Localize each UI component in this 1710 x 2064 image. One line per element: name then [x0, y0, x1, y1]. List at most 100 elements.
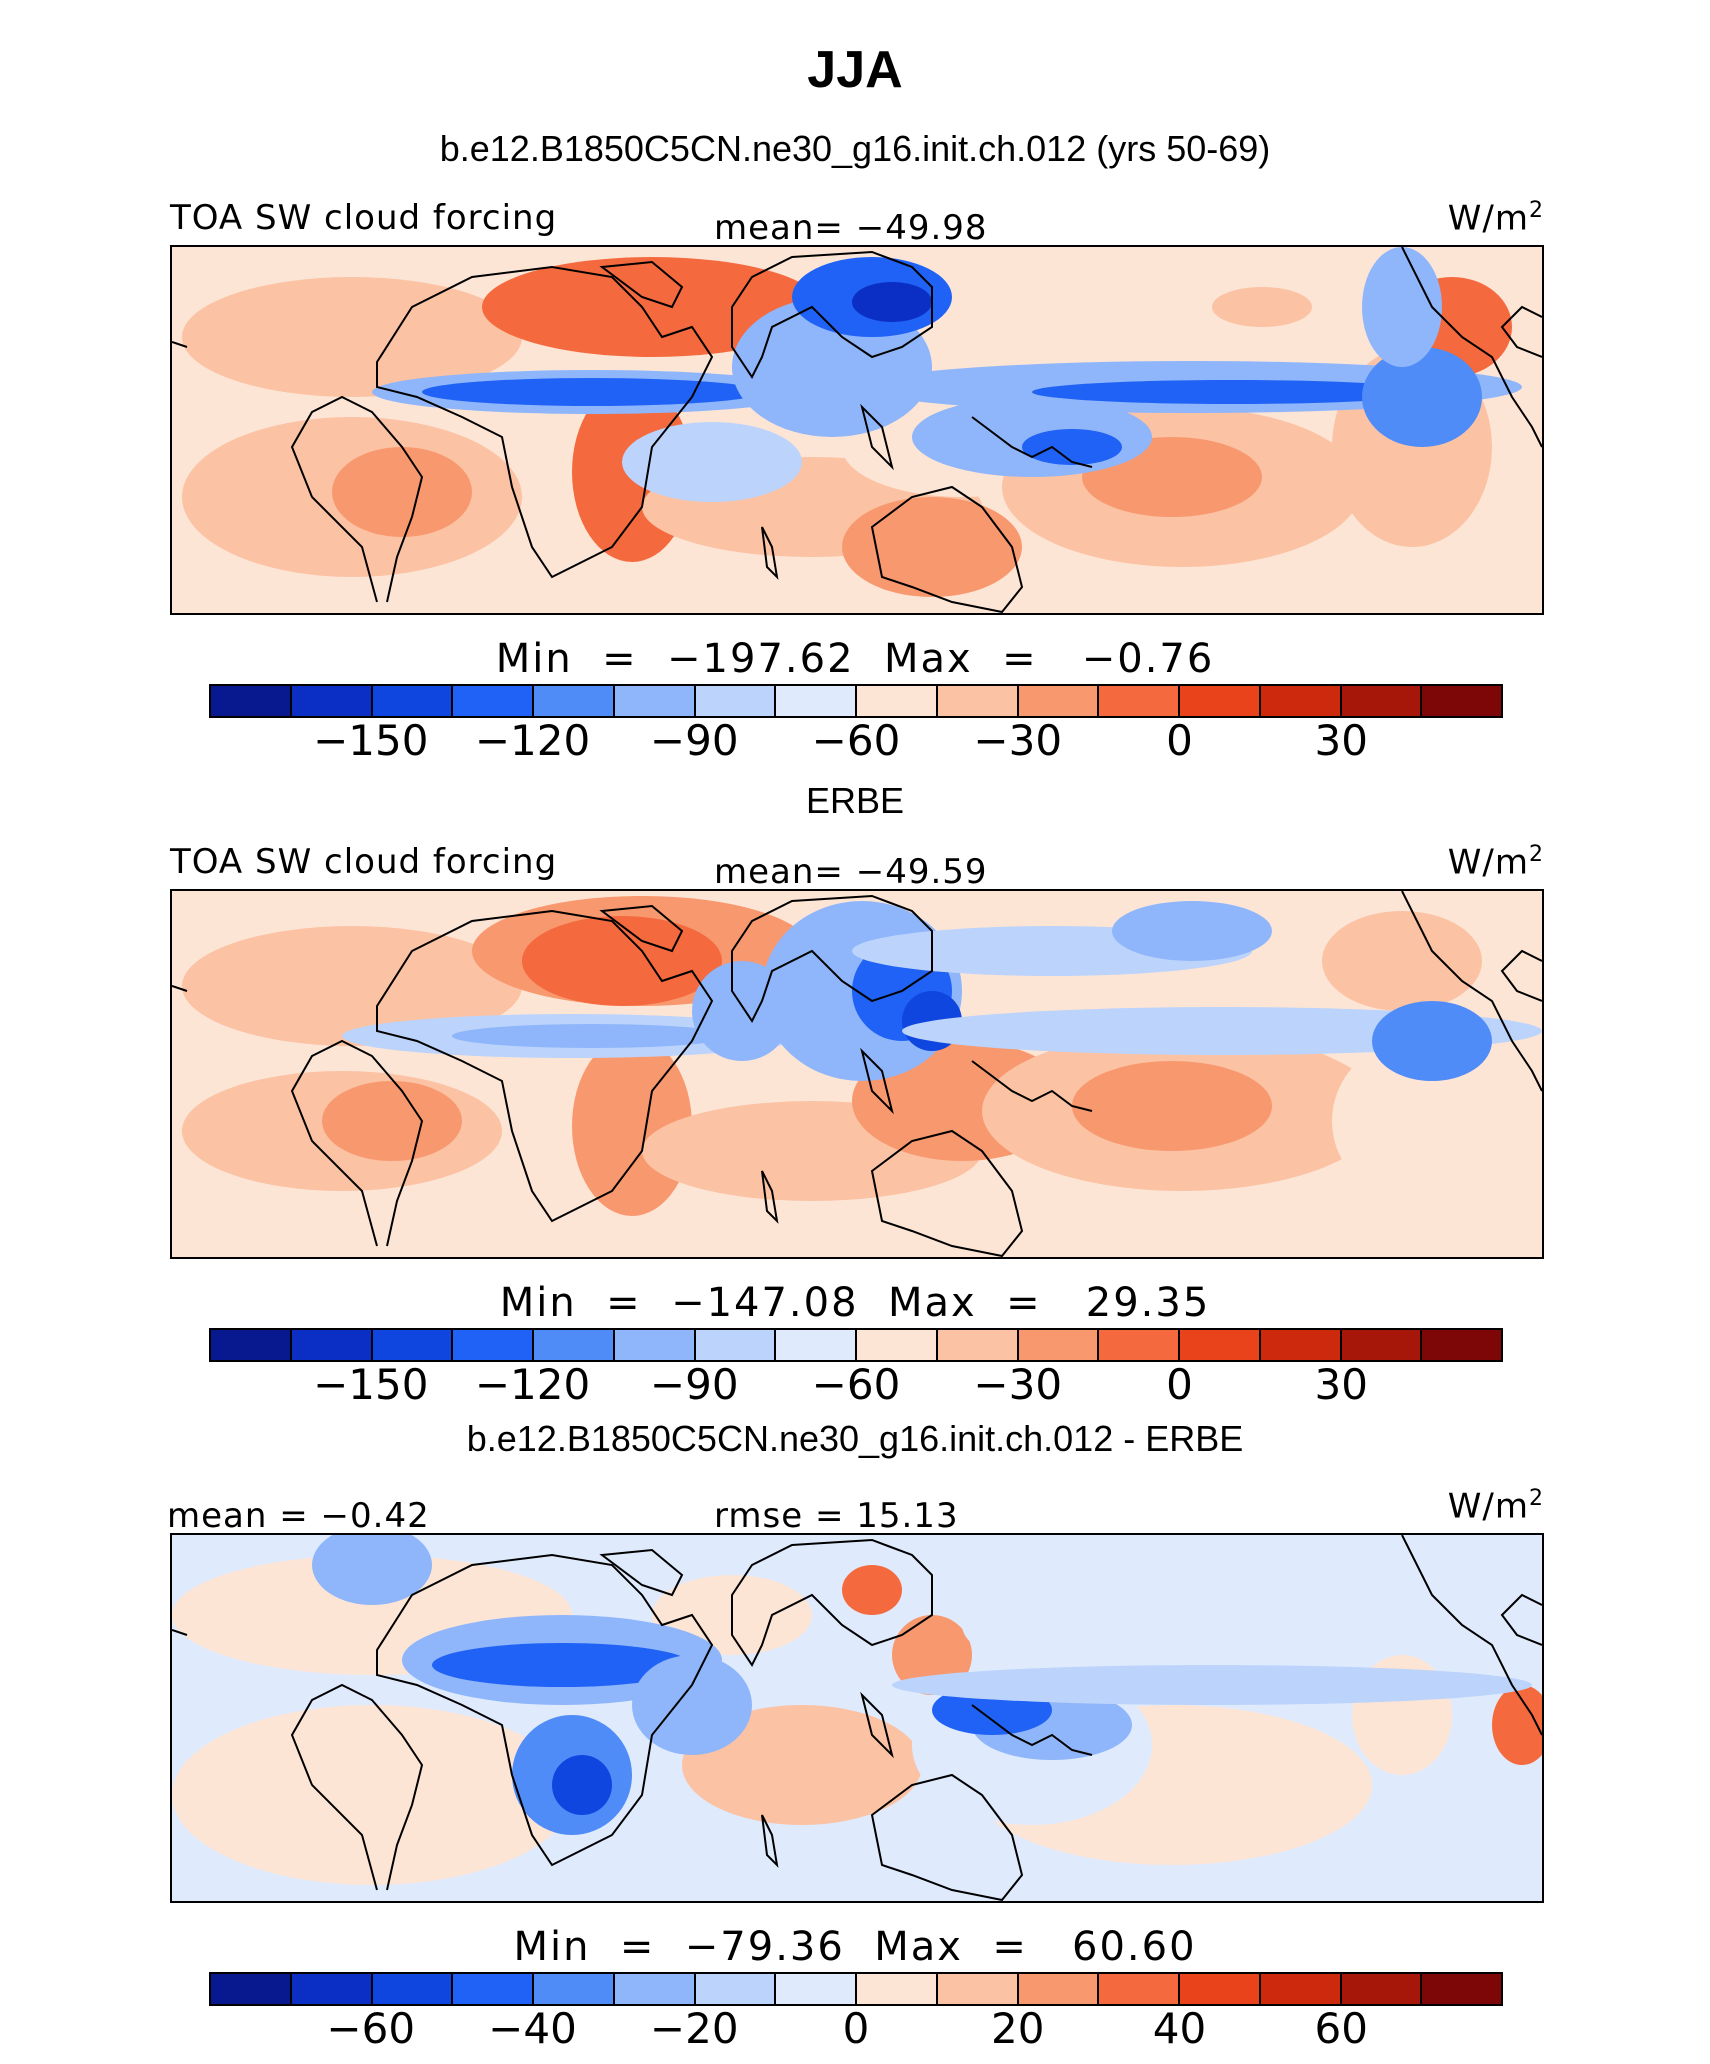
colorbar-swatch — [453, 1974, 534, 2004]
panel-1-units-label: W/m2 — [1447, 198, 1544, 239]
field-contour — [682, 1705, 922, 1825]
colorbar-swatch — [937, 1974, 1019, 2004]
colorbar-swatch — [1341, 686, 1423, 716]
coastline — [1401, 247, 1542, 448]
panel-2-units-label: W/m2 — [1447, 842, 1544, 883]
coastline — [731, 1538, 933, 1667]
panel-3-rmse-label: rmse = 15.13 — [714, 1496, 959, 1536]
colorbar-swatch — [1422, 686, 1501, 716]
panel-1-minmax: Min = −197.62 Max = −0.76 — [495, 636, 1215, 682]
colorbar-tick-label: 0 — [1166, 1360, 1193, 1409]
colorbar-swatch — [1180, 1974, 1261, 2004]
colorbar-swatch — [1180, 1330, 1261, 1360]
field-contour — [332, 447, 472, 537]
colorbar-tick-label: −40 — [488, 2004, 577, 2053]
field-contour — [182, 277, 522, 397]
coastline — [971, 1704, 1093, 1756]
field-contour — [452, 1024, 732, 1048]
coastline — [1401, 1535, 1542, 1736]
panel-3-colorbar — [209, 1972, 1503, 2006]
field-contour — [1332, 1041, 1492, 1201]
colorbar-swatch — [937, 1330, 1019, 1360]
colorbar-swatch — [453, 686, 534, 716]
field-contour — [1322, 911, 1482, 1011]
colorbar-swatch — [372, 1974, 454, 2004]
colorbar-swatch — [1260, 686, 1342, 716]
coastline — [1500, 949, 1542, 1002]
colorbar-tick-label: −30 — [973, 1360, 1063, 1409]
colorbar-swatch — [776, 686, 857, 716]
colorbar-swatch — [211, 1330, 292, 1360]
panel-1-map-svg — [172, 247, 1542, 613]
colorbar-swatch — [857, 1330, 938, 1360]
colorbar-swatch — [534, 1330, 615, 1360]
coastline — [172, 341, 188, 348]
field-contour — [522, 916, 722, 1006]
coastline — [761, 526, 779, 580]
colorbar-swatch — [211, 1974, 292, 2004]
field-contour — [842, 497, 1022, 597]
colorbar-swatch — [614, 686, 696, 716]
field-contour — [1112, 901, 1272, 961]
panel-1-colorbar-ticks: −150 −120 −90 −60 −30 0 30 — [0, 716, 1710, 766]
coastline — [870, 1129, 1024, 1257]
colorbar-tick-label: −60 — [811, 716, 901, 765]
panel-2-colorbar — [209, 1328, 1503, 1362]
field-contour — [322, 1081, 462, 1161]
panel-3-colorbar-ticks: −60 −40 −20 0 20 40 60 — [0, 2004, 1710, 2054]
panel-3-units-label: W/m2 — [1447, 1486, 1544, 1527]
coastline — [731, 894, 933, 1023]
colorbar-tick-label: 40 — [1152, 2004, 1207, 2053]
colorbar-swatch — [695, 686, 777, 716]
colorbar-swatch — [1099, 686, 1180, 716]
panel-3-map-svg — [172, 1535, 1542, 1901]
colorbar-tick-label: −120 — [474, 1360, 591, 1409]
coastline — [599, 904, 684, 953]
figure-title: JJA — [807, 41, 903, 99]
coastline — [599, 1548, 684, 1597]
colorbar-swatch — [534, 1974, 615, 2004]
field-contour — [552, 1755, 612, 1815]
field-contour — [172, 1705, 572, 1885]
colorbar-swatch — [211, 686, 292, 716]
panel-2-title: ERBE — [805, 780, 905, 821]
coastline — [971, 1060, 1093, 1112]
panel-2-mean-label: mean= −49.59 — [714, 852, 988, 892]
field-contour — [632, 1655, 752, 1755]
colorbar-swatch — [1341, 1974, 1423, 2004]
colorbar-swatch — [857, 686, 938, 716]
colorbar-swatch — [1260, 1330, 1342, 1360]
panel-3-map — [170, 1533, 1544, 1903]
coastline — [290, 1039, 424, 1247]
coastline — [290, 1683, 424, 1891]
coastline — [290, 395, 424, 603]
field-contour — [1362, 347, 1482, 447]
colorbar-tick-label: 20 — [991, 2004, 1045, 2053]
field-contour — [622, 422, 802, 502]
field-contour — [1492, 1685, 1542, 1765]
colorbar-swatch — [857, 1974, 938, 2004]
colorbar-swatch — [614, 1974, 696, 2004]
colorbar-swatch — [291, 1974, 373, 2004]
colorbar-swatch — [776, 1974, 857, 2004]
colorbar-tick-label: 60 — [1314, 2004, 1368, 2053]
colorbar-swatch — [1018, 686, 1100, 716]
colorbar-swatch — [1422, 1974, 1501, 2004]
colorbar-swatch — [291, 686, 373, 716]
coastline — [599, 260, 684, 309]
panel-2-variable-label: TOA SW cloud forcing — [170, 842, 558, 882]
panel-2-map — [170, 889, 1544, 1259]
colorbar-swatch — [1341, 1330, 1423, 1360]
coastline — [870, 1773, 1024, 1901]
coastline — [860, 1047, 894, 1115]
field-contour — [842, 1565, 902, 1615]
field-contour — [962, 1565, 1362, 1685]
field-contour — [1362, 247, 1442, 367]
colorbar-swatch — [534, 686, 615, 716]
coastline — [1500, 305, 1542, 358]
colorbar-swatch — [695, 1330, 777, 1360]
coastline — [172, 985, 188, 992]
colorbar-swatch — [291, 1330, 373, 1360]
panel-1-mean-label: mean= −49.98 — [714, 208, 988, 248]
colorbar-tick-label: −20 — [649, 2004, 739, 2053]
